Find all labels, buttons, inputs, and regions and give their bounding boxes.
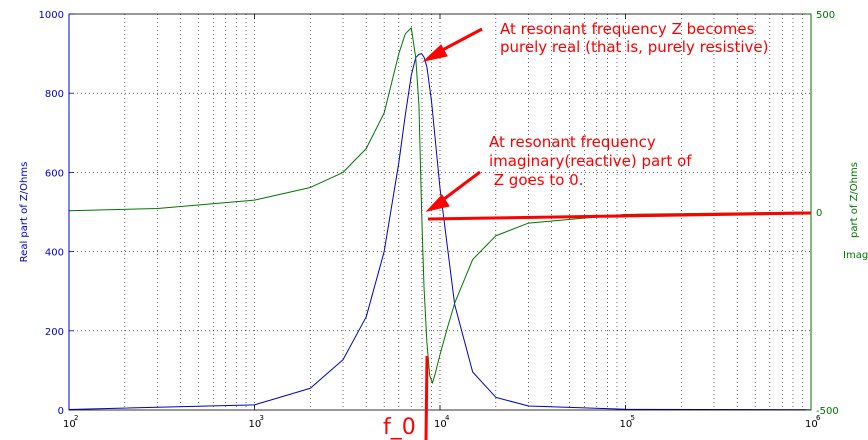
x-tick-base: 10 — [620, 419, 633, 430]
x-tick-label: 102 — [63, 414, 78, 430]
x-tick-label: 104 — [434, 414, 450, 430]
x-tick-label: 103 — [249, 414, 264, 430]
f0-label: f_0 — [383, 415, 416, 440]
annotation-2-line1: At resonant frequency — [489, 133, 656, 151]
x-tick-base: 10 — [434, 419, 447, 430]
x-tick-exponent: 2 — [74, 414, 78, 422]
x-tick-exponent: 3 — [260, 414, 264, 422]
annotation-arrows — [422, 27, 812, 440]
right-axis-label-line2: Imag. — [843, 250, 868, 261]
left-tick-label: 0 — [58, 406, 64, 417]
plot-area — [69, 14, 811, 410]
left-tick-label: 1000 — [39, 10, 64, 21]
left-tick-label: 800 — [45, 89, 64, 100]
x-tick-base: 10 — [805, 419, 818, 430]
f0-marker — [424, 355, 429, 440]
left-tick-label: 200 — [45, 327, 64, 338]
annotation-2-line3: Z goes to 0. — [489, 171, 583, 189]
annotation-1-line1: At resonant frequency Z becomes — [500, 20, 755, 38]
left-y-axis: 0 200 400 600 800 1000 — [39, 10, 74, 417]
right-tick-label: 0 — [816, 208, 822, 219]
arrow-2-shaft — [439, 170, 481, 204]
x-tick-exponent: 5 — [631, 414, 635, 422]
imag-part-line — [68, 27, 812, 384]
right-tick-label: 500 — [816, 10, 835, 21]
right-axis-label: part of Z/Ohms — [849, 162, 860, 238]
x-tick-base: 10 — [249, 419, 262, 430]
series-layer — [68, 27, 812, 411]
arrow-2-head — [425, 194, 450, 212]
left-tick-label: 400 — [45, 248, 64, 259]
left-axis-label: Real part of Z/Ohms — [19, 162, 30, 263]
x-tick-label: 105 — [620, 414, 635, 430]
x-tick-label: 106 — [805, 414, 821, 430]
zero-line-marker — [427, 211, 812, 221]
arrow-1-head — [422, 44, 448, 62]
right-tick-label: -500 — [816, 406, 839, 417]
left-tick-label: 600 — [45, 168, 64, 179]
real-part-line — [68, 53, 812, 411]
annotation-2-line2: imaginary(reactive) part of — [489, 152, 692, 170]
x-tick-base: 10 — [63, 419, 76, 430]
annotation-1-line2: purely real (that is, purely resistive) — [500, 38, 768, 56]
x-tick-exponent: 6 — [816, 414, 821, 422]
x-tick-exponent: 4 — [445, 414, 450, 422]
